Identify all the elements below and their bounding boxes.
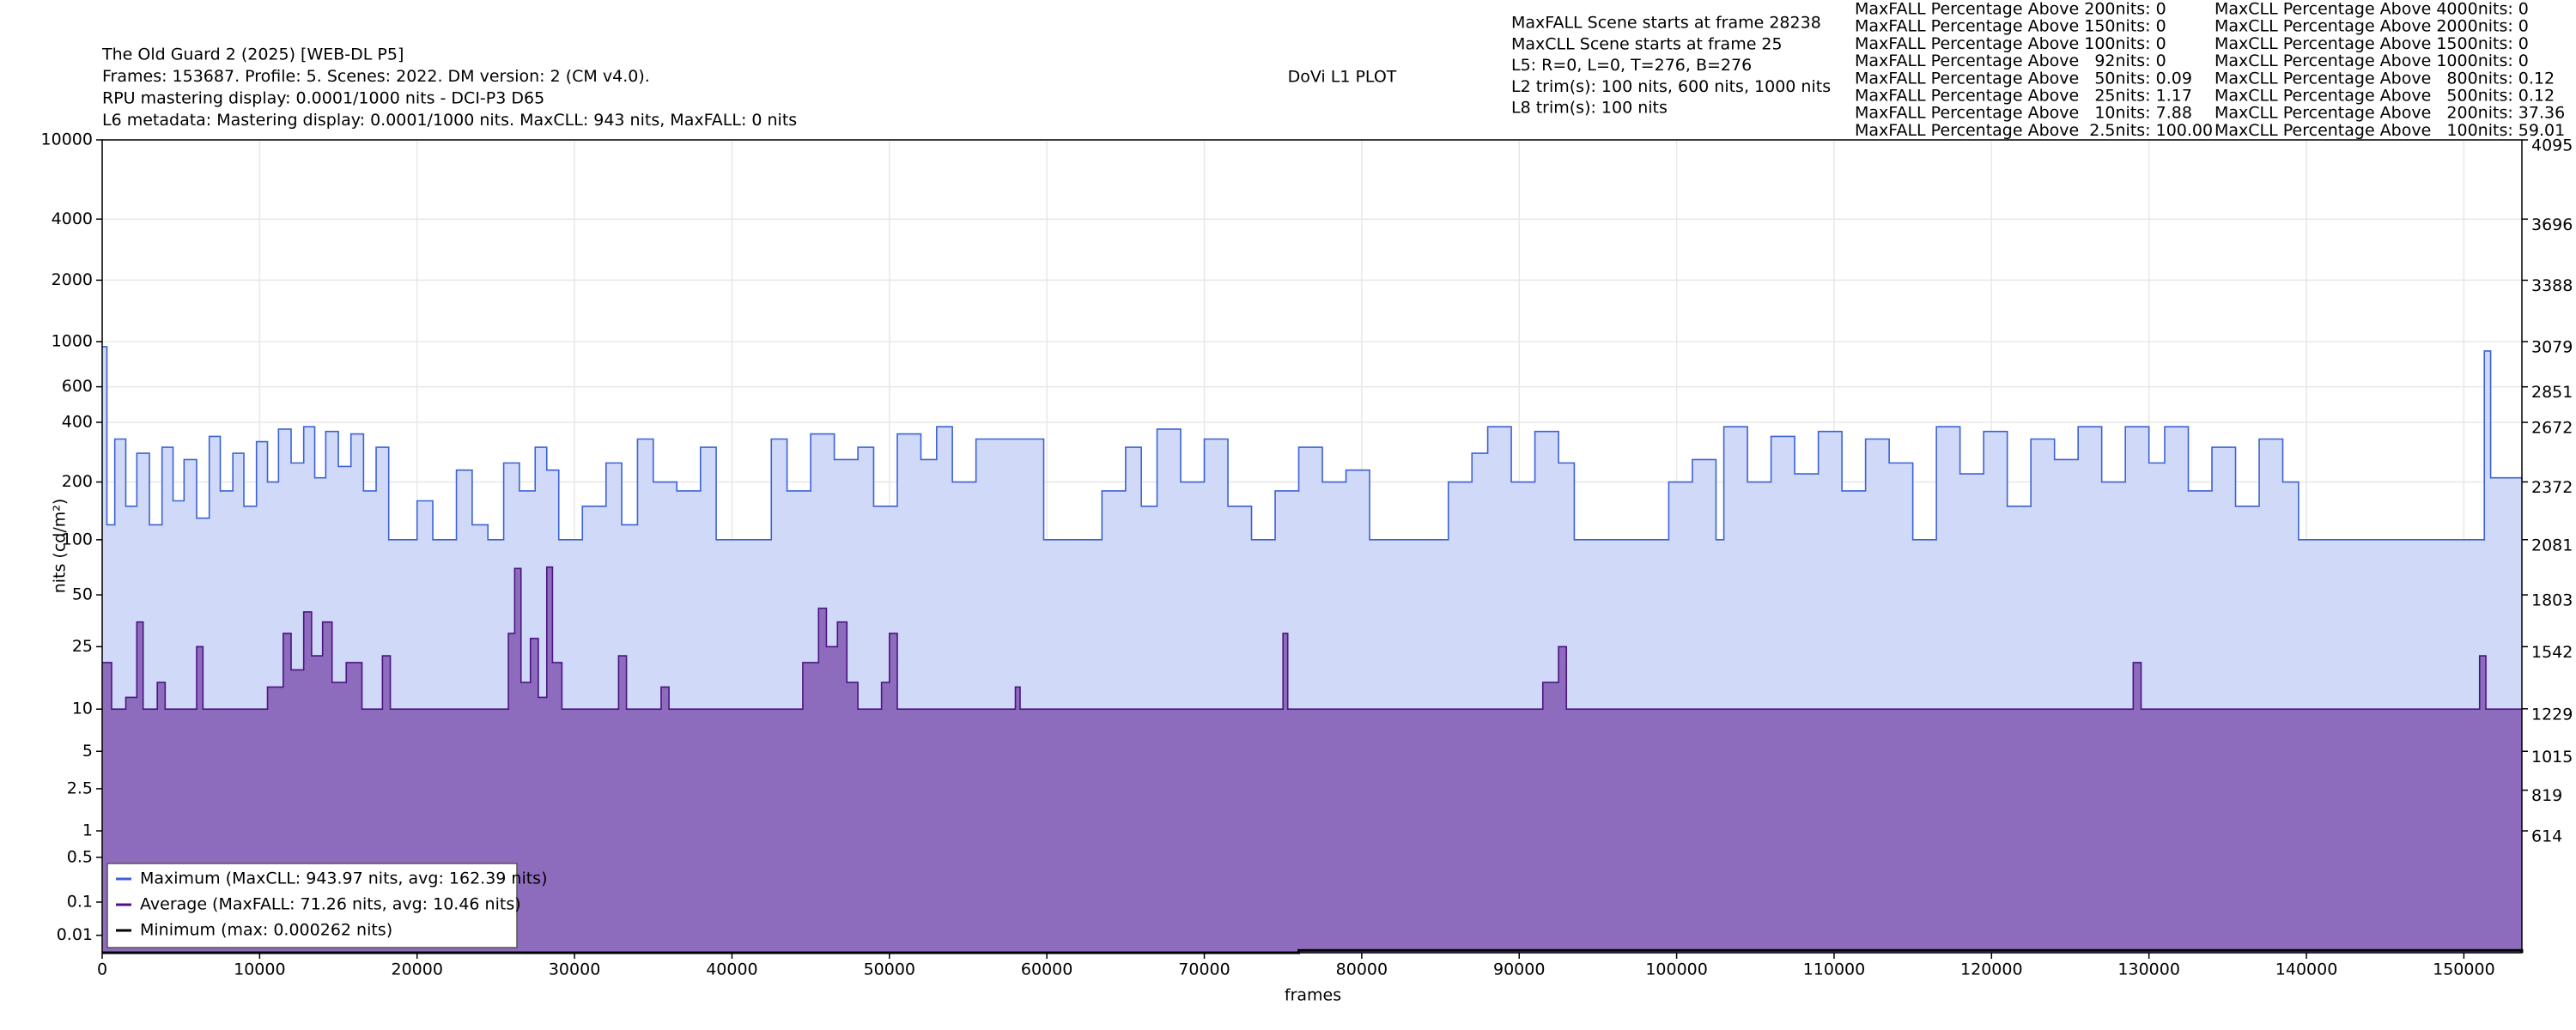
x-tick-label: 110000 xyxy=(1803,960,1866,979)
y-tick-label: 4000 xyxy=(52,209,93,228)
info-line: L5: R=0, L=0, T=276, B=276 xyxy=(1511,56,1752,75)
info-line: L6 metadata: Mastering display: 0.0001/1… xyxy=(102,111,797,130)
stat-line: MaxFALL Percentage Above 92nits: 0 xyxy=(1855,52,2166,70)
y-tick-label: 10000 xyxy=(41,130,93,149)
y-tick-label: 0.5 xyxy=(67,847,93,866)
y-tick-label: 200 xyxy=(62,472,93,491)
y-axis-label: nits (cd/m²) xyxy=(51,499,70,594)
y-tick-label: 0.01 xyxy=(57,925,93,944)
x-tick-label: 20000 xyxy=(391,960,442,979)
stat-line: MaxCLL Percentage Above 800nits: 0.12 xyxy=(2215,69,2555,88)
stat-line: MaxFALL Percentage Above 10nits: 7.88 xyxy=(1855,104,2192,123)
legend-box xyxy=(106,863,518,948)
stat-line: MaxCLL Percentage Above 4000nits: 0 xyxy=(2215,0,2529,19)
x-tick-label: 50000 xyxy=(864,960,915,979)
stat-line: MaxFALL Percentage Above 100nits: 0 xyxy=(1855,34,2166,53)
y-tick-label: 1 xyxy=(82,821,93,840)
y2-tick-label: 614 xyxy=(2531,827,2562,846)
series-area xyxy=(102,566,2522,953)
x-tick-label: 120000 xyxy=(1960,960,2023,979)
y2-tick-label: 2081 xyxy=(2531,536,2573,554)
y-tick-label: 400 xyxy=(62,413,93,432)
series-line xyxy=(102,566,2522,710)
info-line: The Old Guard 2 (2025) [WEB-DL P5] xyxy=(101,45,404,64)
chart-title: DoVi L1 PLOT xyxy=(1288,68,1397,87)
y2-tick-label: 1542 xyxy=(2531,643,2573,662)
y-tick-label: 2.5 xyxy=(67,779,93,797)
y-tick-label: 5 xyxy=(82,742,93,760)
stat-line: MaxFALL Percentage Above 25nits: 1.17 xyxy=(1855,87,2192,106)
stat-line: MaxCLL Percentage Above 500nits: 0.12 xyxy=(2215,87,2555,106)
x-axis-label: frames xyxy=(1285,986,1341,1005)
y2-tick-label: 2851 xyxy=(2531,383,2573,402)
info-line: Frames: 153687. Profile: 5. Scenes: 2022… xyxy=(102,67,650,86)
legend-label: Maximum (MaxCLL: 943.97 nits, avg: 162.3… xyxy=(140,869,548,888)
info-line: MaxCLL Scene starts at frame 25 xyxy=(1511,34,1783,53)
y-tick-label: 10 xyxy=(72,700,93,718)
stat-line: MaxFALL Percentage Above 150nits: 0 xyxy=(1855,17,2166,36)
y2-tick-label: 2372 xyxy=(2531,478,2573,497)
y2-tick-label: 2672 xyxy=(2531,419,2573,438)
stat-line: MaxFALL Percentage Above 2.5nits: 100.00 xyxy=(1855,121,2213,140)
y-tick-label: 1000 xyxy=(52,332,93,351)
stat-line: MaxCLL Percentage Above 2000nits: 0 xyxy=(2215,17,2529,36)
y2-tick-label: 3696 xyxy=(2531,215,2573,234)
stat-line: MaxFALL Percentage Above 50nits: 0.09 xyxy=(1855,69,2192,88)
x-tick-label: 80000 xyxy=(1336,960,1388,979)
x-tick-label: 90000 xyxy=(1493,960,1545,979)
legend: Maximum (MaxCLL: 943.97 nits, avg: 162.3… xyxy=(106,863,548,948)
x-tick-label: 60000 xyxy=(1021,960,1072,979)
y2-tick-label: 3079 xyxy=(2531,337,2573,356)
x-tick-label: 10000 xyxy=(234,960,285,979)
y-tick-label: 25 xyxy=(72,637,93,656)
x-tick-label: 30000 xyxy=(549,960,600,979)
y-tick-label: 600 xyxy=(62,377,93,396)
info-line: MaxFALL Scene starts at frame 28238 xyxy=(1511,14,1821,33)
info-line: L8 trim(s): 100 nits xyxy=(1511,99,1668,118)
x-tick-label: 130000 xyxy=(2117,960,2180,979)
y2-tick-label: 3388 xyxy=(2531,276,2573,295)
info-line: RPU mastering display: 0.0001/1000 nits … xyxy=(102,89,544,108)
plot-frame xyxy=(101,139,2523,954)
legend-label: Minimum (max: 0.000262 nits) xyxy=(140,921,392,940)
x-tick-label: 140000 xyxy=(2275,960,2338,979)
x-tick-label: 100000 xyxy=(1645,960,1708,979)
series-line xyxy=(102,346,2523,541)
y2-tick-label: 1803 xyxy=(2531,591,2573,610)
stat-line: MaxCLL Percentage Above 1000nits: 0 xyxy=(2215,52,2529,70)
x-tick-label: 40000 xyxy=(706,960,757,979)
stat-line: MaxCLL Percentage Above 1500nits: 0 xyxy=(2215,34,2529,53)
y2-tick-label: 4095 xyxy=(2531,136,2573,155)
x-tick-label: 70000 xyxy=(1178,960,1230,979)
x-tick-label: 0 xyxy=(97,960,107,979)
y-tick-label: 0.1 xyxy=(67,892,93,911)
legend-label: Average (MaxFALL: 71.26 nits, avg: 10.46… xyxy=(140,895,521,914)
info-line: L2 trim(s): 100 nits, 600 nits, 1000 nit… xyxy=(1511,77,1831,96)
y2-tick-label: 819 xyxy=(2531,786,2562,805)
stat-line: MaxCLL Percentage Above 200nits: 37.36 xyxy=(2215,104,2565,123)
y-tick-label: 100 xyxy=(62,530,93,548)
x-tick-label: 150000 xyxy=(2433,960,2495,979)
y-tick-label: 2000 xyxy=(52,270,93,289)
stat-line: MaxCLL Percentage Above 100nits: 59.01 xyxy=(2215,121,2565,140)
y2-tick-label: 1015 xyxy=(2531,748,2573,766)
stat-line: MaxFALL Percentage Above 200nits: 0 xyxy=(1855,0,2166,19)
y-tick-label: 50 xyxy=(72,585,93,604)
y2-tick-label: 1229 xyxy=(2531,705,2573,724)
